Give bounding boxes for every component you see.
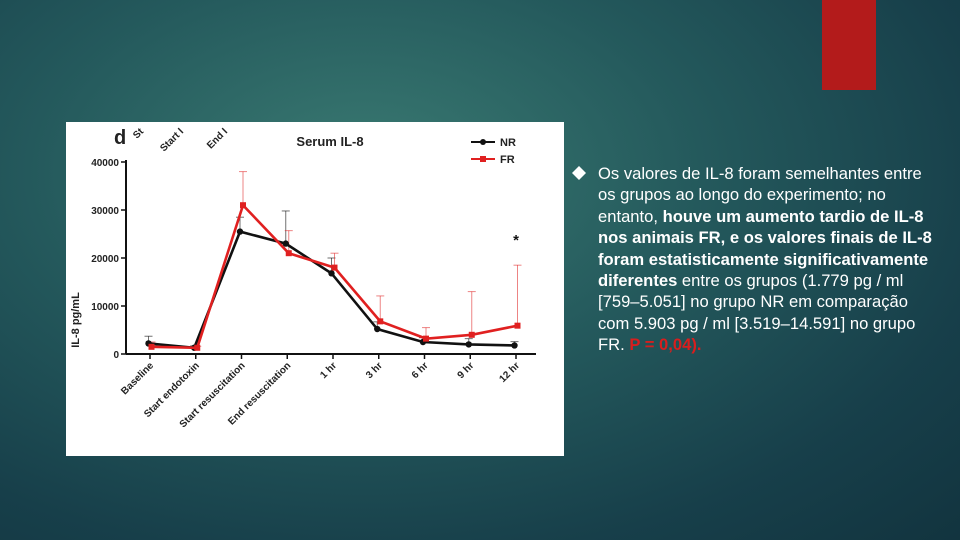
y-tick-label: 40000 <box>91 158 119 169</box>
x-tick-label: Baseline <box>119 360 156 397</box>
chart-title: Serum IL-8 <box>296 134 363 149</box>
x-tick-label: 6 hr <box>410 360 431 381</box>
legend-marker-nr <box>480 139 486 145</box>
y-tick-label: 10000 <box>91 302 119 313</box>
y-tick-label: 30000 <box>91 206 119 217</box>
bullet-text: Os valores de IL-8 foram semelhantes ent… <box>598 163 938 356</box>
point-fr <box>285 250 292 257</box>
diamond-bullet-icon <box>572 166 586 180</box>
point-nr <box>511 342 518 349</box>
point-nr <box>374 325 381 333</box>
top-cropped-label: End I <box>205 126 230 151</box>
legend-label-fr: FR <box>500 154 515 166</box>
point-nr <box>236 228 244 235</box>
significance-star: * <box>513 232 519 249</box>
text-bold: houve um aumento tardio de IL-8 nos anim… <box>598 206 932 291</box>
cropped-top-labels: St Start I End I <box>131 126 230 154</box>
point-fr <box>514 322 521 329</box>
il8-line-chart: St Start I End I d Serum IL-8 IL-8 pg/mL 0… <box>70 126 536 430</box>
text-normal-2: entre os grupos (1.779 pg / ml [759–5.05… <box>598 271 916 355</box>
point-fr <box>377 318 384 325</box>
legend-label-nr: NR <box>500 137 516 149</box>
text-normal-1: Os valores de IL-8 foram semelhantes ent… <box>598 164 922 226</box>
axes <box>121 160 536 359</box>
p-value-text: P = 0,04). <box>629 335 702 355</box>
legend-marker-fr <box>480 156 486 162</box>
point-fr <box>148 343 155 350</box>
point-fr <box>331 264 338 271</box>
top-cropped-label: St <box>131 126 146 141</box>
data-series <box>144 171 522 351</box>
y-tick-label: 0 <box>113 350 119 361</box>
y-tick-labels: 0 10000 20000 30000 40000 <box>91 158 119 361</box>
x-tick-label: 12 hr <box>497 360 522 385</box>
x-tick-label: 9 hr <box>456 360 477 381</box>
red-accent-bar <box>822 0 876 90</box>
legend: NR FR <box>471 137 516 166</box>
il8-chart-figure: St Start I End I d Serum IL-8 IL-8 pg/mL 0… <box>66 122 564 456</box>
top-cropped-label: Start I <box>158 126 186 154</box>
point-fr <box>423 335 429 342</box>
point-nr <box>328 270 335 277</box>
y-axis-label: IL-8 pg/mL <box>70 292 82 348</box>
x-tick-label: 3 hr <box>364 360 385 381</box>
point-fr <box>240 202 246 209</box>
point-fr <box>468 331 475 338</box>
panel-label: d <box>114 127 126 149</box>
x-tick-label: 1 hr <box>318 360 339 381</box>
point-fr <box>194 344 201 351</box>
point-nr <box>465 341 472 348</box>
point-nr <box>282 240 289 247</box>
y-tick-label: 20000 <box>91 254 119 265</box>
